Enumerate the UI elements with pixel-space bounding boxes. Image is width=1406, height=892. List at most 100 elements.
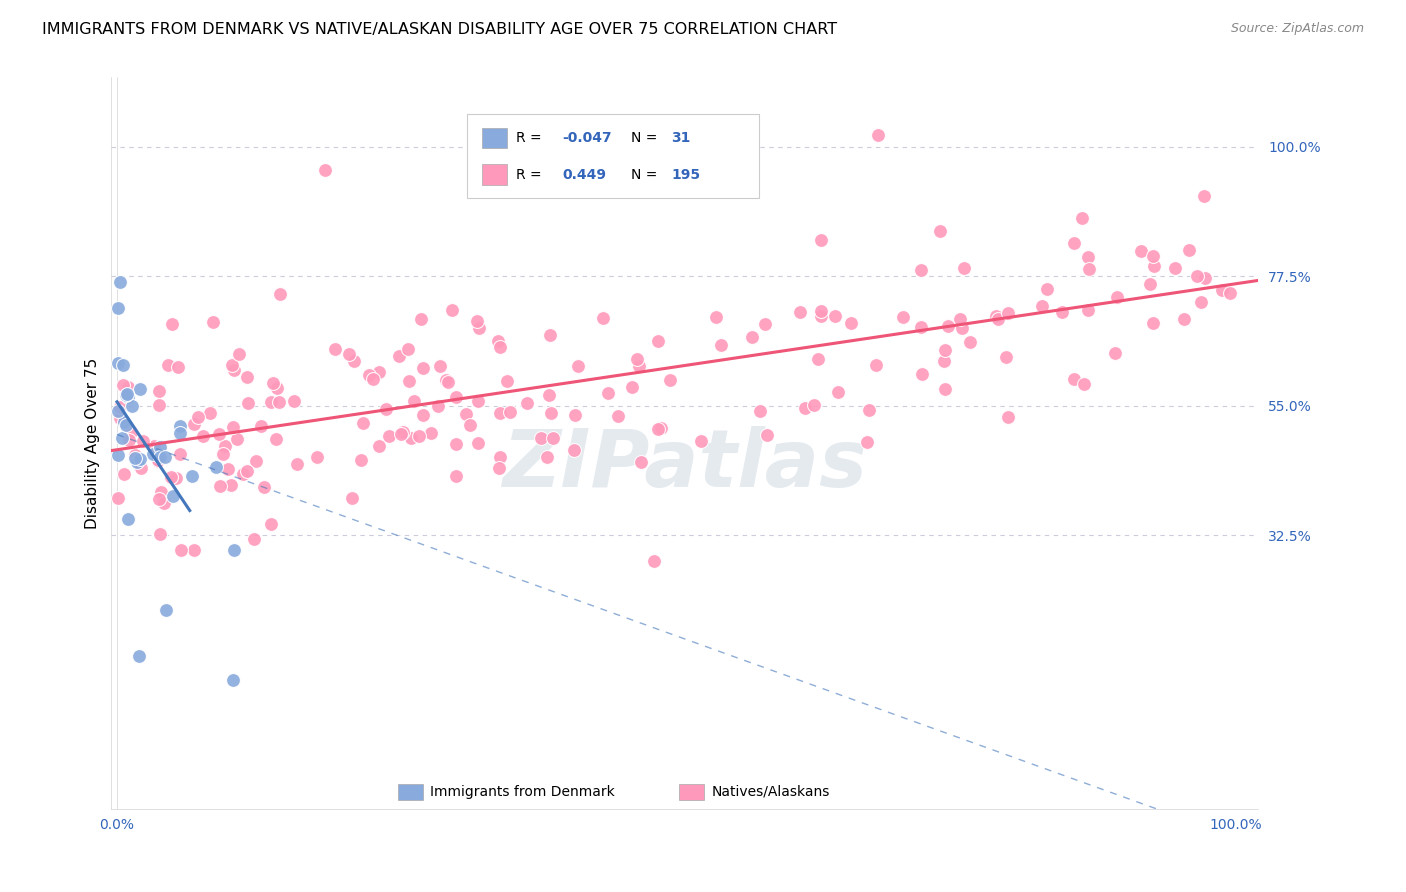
Point bbox=[626, 352, 648, 367]
Point bbox=[112, 415, 135, 429]
Point bbox=[269, 287, 291, 301]
Point bbox=[789, 305, 811, 319]
Text: ZIPatlas: ZIPatlas bbox=[502, 426, 868, 504]
Point bbox=[1077, 303, 1099, 318]
Point bbox=[810, 309, 832, 323]
Point bbox=[323, 342, 346, 356]
Point bbox=[169, 419, 191, 434]
Point bbox=[1189, 294, 1212, 309]
Point bbox=[959, 334, 981, 349]
Point bbox=[496, 375, 519, 389]
Text: IMMIGRANTS FROM DENMARK VS NATIVE/ALASKAN DISABILITY AGE OVER 75 CORRELATION CHA: IMMIGRANTS FROM DENMARK VS NATIVE/ALASKA… bbox=[42, 22, 838, 37]
Point bbox=[934, 382, 956, 396]
Point bbox=[357, 368, 380, 382]
Point bbox=[121, 399, 143, 413]
Point bbox=[368, 439, 391, 453]
Point bbox=[242, 533, 264, 547]
Point bbox=[181, 469, 204, 483]
Point bbox=[117, 390, 139, 404]
Point bbox=[221, 420, 243, 434]
Point bbox=[630, 455, 652, 469]
Point bbox=[427, 399, 450, 413]
Point bbox=[107, 448, 129, 462]
Point bbox=[245, 453, 267, 467]
Point bbox=[221, 478, 243, 492]
Point bbox=[437, 375, 460, 389]
Point bbox=[412, 361, 434, 376]
Point bbox=[689, 434, 711, 449]
Point bbox=[350, 453, 373, 467]
Point bbox=[950, 320, 973, 334]
FancyBboxPatch shape bbox=[398, 784, 423, 800]
Point bbox=[995, 350, 1018, 364]
Point bbox=[146, 453, 169, 467]
Point bbox=[444, 468, 467, 483]
Point bbox=[489, 406, 512, 420]
Point bbox=[361, 372, 384, 386]
Point bbox=[1063, 372, 1085, 386]
Point bbox=[444, 390, 467, 404]
Point bbox=[564, 408, 586, 422]
Point bbox=[107, 301, 129, 315]
Point bbox=[117, 512, 139, 526]
Point bbox=[149, 441, 172, 455]
Point bbox=[404, 393, 426, 408]
Point bbox=[986, 310, 1008, 324]
Point bbox=[260, 516, 283, 531]
Point bbox=[467, 435, 489, 450]
Point bbox=[1078, 261, 1101, 276]
Point bbox=[824, 310, 846, 324]
Point bbox=[269, 395, 291, 409]
Point bbox=[128, 452, 150, 467]
Point bbox=[287, 458, 309, 472]
Point bbox=[536, 450, 558, 465]
Point bbox=[1142, 249, 1164, 263]
Point bbox=[467, 394, 489, 409]
Point bbox=[156, 359, 179, 373]
Point bbox=[562, 442, 585, 457]
Point bbox=[107, 404, 129, 418]
Point bbox=[375, 402, 398, 417]
Point bbox=[107, 491, 129, 505]
Point bbox=[169, 425, 191, 440]
Point bbox=[704, 310, 727, 325]
Point bbox=[1130, 244, 1153, 258]
Point bbox=[891, 310, 914, 325]
Point bbox=[204, 459, 226, 474]
Point bbox=[198, 406, 221, 420]
Point bbox=[108, 410, 131, 425]
Point bbox=[537, 388, 560, 402]
Point bbox=[170, 542, 193, 557]
Point bbox=[155, 603, 177, 617]
Point bbox=[858, 403, 880, 417]
Point bbox=[124, 451, 146, 466]
Point bbox=[488, 461, 510, 475]
Point bbox=[839, 316, 862, 330]
Text: R =: R = bbox=[516, 168, 547, 182]
Point bbox=[1071, 211, 1094, 225]
Point bbox=[606, 409, 628, 424]
Point bbox=[201, 315, 224, 329]
Point bbox=[187, 410, 209, 425]
Point bbox=[262, 376, 284, 390]
Point bbox=[434, 373, 457, 387]
Text: Immigrants from Denmark: Immigrants from Denmark bbox=[430, 785, 614, 799]
Point bbox=[392, 425, 415, 439]
Point bbox=[125, 455, 148, 469]
Point bbox=[567, 359, 589, 374]
Point bbox=[934, 343, 956, 357]
Point bbox=[412, 408, 434, 422]
Point bbox=[647, 334, 669, 348]
Text: 195: 195 bbox=[671, 168, 700, 182]
Point bbox=[260, 395, 283, 409]
Text: Natives/Alaskans: Natives/Alaskans bbox=[711, 785, 830, 799]
Point bbox=[866, 128, 889, 142]
Point bbox=[440, 303, 463, 318]
FancyBboxPatch shape bbox=[482, 128, 508, 148]
Point bbox=[538, 328, 561, 343]
Point bbox=[1105, 290, 1128, 304]
Point bbox=[337, 346, 360, 360]
Point bbox=[650, 421, 672, 435]
Point bbox=[191, 429, 214, 443]
Point bbox=[222, 363, 245, 377]
